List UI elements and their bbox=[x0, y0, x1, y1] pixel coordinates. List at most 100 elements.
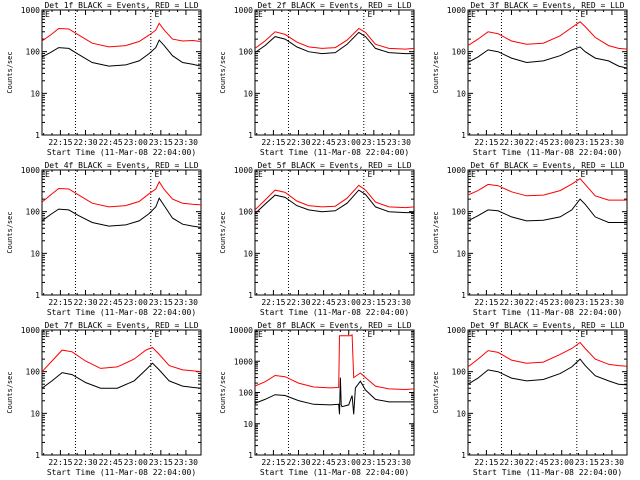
y-tick-label: 1 bbox=[35, 291, 40, 300]
e-marker: E bbox=[45, 330, 50, 339]
x-tick-label: 22:15 bbox=[261, 138, 285, 147]
x-tick-label: 22:30 bbox=[286, 458, 310, 467]
e-marker: E bbox=[45, 170, 50, 179]
y-tick-label: 1000 bbox=[447, 326, 466, 335]
plot-frame bbox=[467, 169, 628, 296]
event-rate-line bbox=[42, 39, 201, 67]
x-tick-label: 23:30 bbox=[387, 298, 411, 307]
y-tick-label: 10 bbox=[30, 249, 40, 258]
y-tick-label: 100 bbox=[26, 368, 41, 377]
chart-title: Det 5f BLACK = Events, RED = LLD bbox=[257, 161, 411, 170]
y-tick-label: 1000 bbox=[447, 166, 466, 175]
e-marker: E bbox=[154, 10, 159, 19]
y-axis-label: Counts/sec bbox=[6, 371, 14, 413]
event-rate-line bbox=[255, 189, 414, 214]
lld-rate-line bbox=[255, 333, 414, 391]
x-tick-label: 22:45 bbox=[525, 138, 549, 147]
e-marker: E bbox=[367, 10, 372, 19]
x-tick-label: 22:45 bbox=[99, 458, 123, 467]
y-tick-label: 10 bbox=[30, 409, 40, 418]
chart-title: Det 8f BLACK = Events, RED = LLD bbox=[257, 321, 411, 330]
y-tick-label: 1000 bbox=[234, 357, 253, 366]
lld-rate-line bbox=[255, 184, 414, 211]
chart-title: Det 9f BLACK = Events, RED = LLD bbox=[470, 321, 624, 330]
x-axis-label: Start Time (11-Mar-08 22:04:00) bbox=[47, 148, 196, 157]
e-marker: E bbox=[367, 330, 372, 339]
x-tick-label: 23:15 bbox=[362, 298, 386, 307]
y-tick-label: 1 bbox=[461, 291, 466, 300]
lld-rate-line bbox=[468, 178, 627, 201]
event-rate-line bbox=[468, 358, 627, 386]
e-marker: E bbox=[367, 170, 372, 179]
lld-rate-line bbox=[42, 180, 201, 208]
x-tick-label: 22:15 bbox=[474, 298, 498, 307]
y-tick-label: 1 bbox=[35, 131, 40, 140]
x-tick-label: 22:15 bbox=[48, 458, 72, 467]
chart-title: Det 2f BLACK = Events, RED = LLD bbox=[257, 1, 411, 10]
x-tick-label: 23:15 bbox=[575, 458, 599, 467]
e-marker: E bbox=[580, 170, 585, 179]
x-axis-label: Start Time (11-Mar-08 22:04:00) bbox=[473, 468, 622, 477]
y-axis-label: Counts/sec bbox=[432, 371, 440, 413]
e-marker: E bbox=[471, 330, 476, 339]
e-marker: E bbox=[154, 170, 159, 179]
e-marker: E bbox=[154, 330, 159, 339]
y-tick-label: 100 bbox=[239, 208, 254, 217]
chart-title: Det 7f BLACK = Events, RED = LLD bbox=[44, 321, 198, 330]
x-tick-label: 22:45 bbox=[312, 458, 336, 467]
y-axis-label: Counts/sec bbox=[432, 51, 440, 93]
x-tick-label: 23:15 bbox=[149, 138, 173, 147]
x-tick-label: 22:30 bbox=[73, 298, 97, 307]
x-tick-label: 22:30 bbox=[286, 298, 310, 307]
x-tick-label: 23:00 bbox=[550, 458, 574, 467]
x-tick-label: 23:30 bbox=[174, 458, 198, 467]
y-tick-label: 1 bbox=[248, 451, 253, 460]
plot-frame bbox=[467, 329, 628, 456]
plot-frame bbox=[41, 329, 202, 456]
x-tick-label: 23:30 bbox=[174, 298, 198, 307]
e-marker: E bbox=[258, 170, 263, 179]
x-tick-label: 22:15 bbox=[474, 458, 498, 467]
x-tick-label: 23:30 bbox=[387, 458, 411, 467]
e-marker: E bbox=[258, 330, 263, 339]
y-tick-label: 100 bbox=[452, 368, 467, 377]
lld-rate-line bbox=[468, 341, 627, 368]
x-axis-label: Start Time (11-Mar-08 22:04:00) bbox=[260, 468, 409, 477]
y-axis-label: Counts/sec bbox=[6, 51, 14, 93]
y-tick-label: 1000 bbox=[447, 6, 466, 15]
x-tick-label: 22:30 bbox=[286, 138, 310, 147]
plot-frame bbox=[254, 169, 415, 296]
x-tick-label: 23:00 bbox=[337, 458, 361, 467]
plot-frame bbox=[41, 9, 202, 136]
x-tick-label: 23:15 bbox=[575, 298, 599, 307]
plot-frame bbox=[254, 9, 415, 136]
x-tick-label: 23:00 bbox=[550, 138, 574, 147]
x-tick-label: 23:15 bbox=[149, 298, 173, 307]
x-tick-label: 23:15 bbox=[362, 138, 386, 147]
x-tick-label: 22:30 bbox=[499, 458, 523, 467]
y-tick-label: 1 bbox=[248, 131, 253, 140]
x-tick-label: 22:45 bbox=[99, 298, 123, 307]
event-rate-line bbox=[468, 46, 627, 69]
y-tick-label: 100 bbox=[452, 48, 467, 57]
event-rate-line bbox=[255, 31, 414, 55]
y-tick-label: 10 bbox=[243, 249, 253, 258]
chart-title: Det 3f BLACK = Events, RED = LLD bbox=[470, 1, 624, 10]
x-tick-label: 23:00 bbox=[337, 138, 361, 147]
x-tick-label: 23:00 bbox=[124, 458, 148, 467]
y-tick-label: 10000 bbox=[229, 326, 253, 335]
x-tick-label: 22:30 bbox=[499, 138, 523, 147]
y-tick-label: 10 bbox=[30, 89, 40, 98]
e-marker: E bbox=[258, 10, 263, 19]
x-tick-label: 22:15 bbox=[474, 138, 498, 147]
y-tick-label: 100 bbox=[239, 48, 254, 57]
x-tick-label: 22:15 bbox=[261, 298, 285, 307]
x-tick-label: 23:30 bbox=[600, 138, 624, 147]
chart-title: Det 4f BLACK = Events, RED = LLD bbox=[44, 161, 198, 170]
